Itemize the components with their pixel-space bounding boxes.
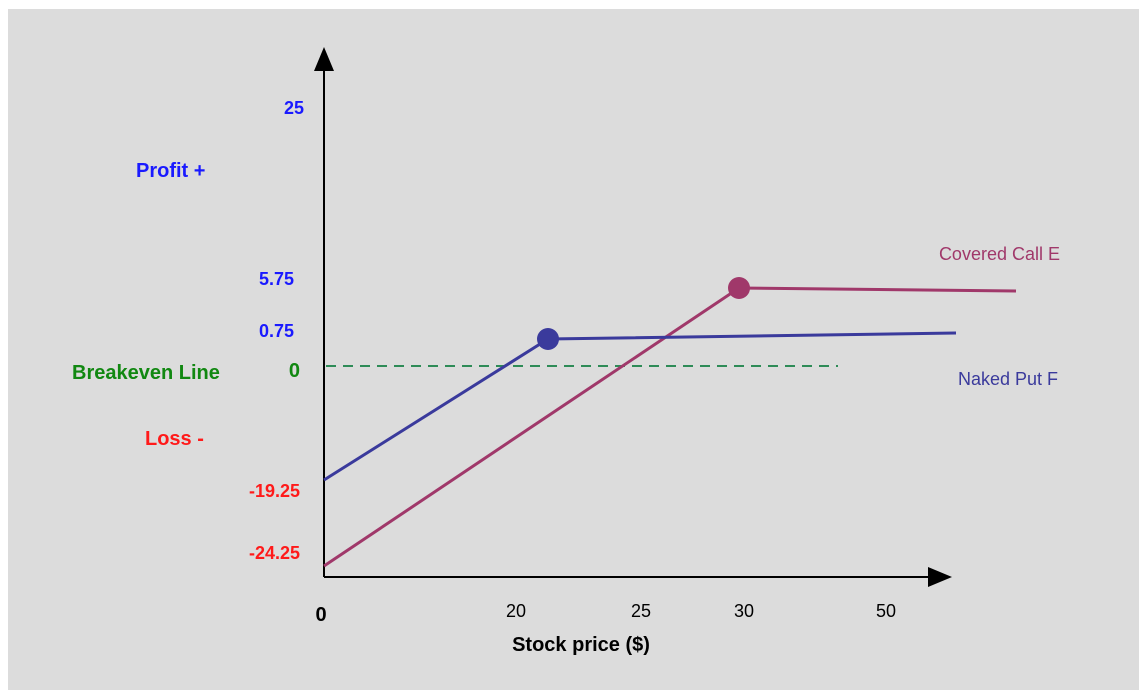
profit-annotation: Profit +: [136, 160, 205, 182]
breakeven-annotation: Breakeven Line: [72, 362, 220, 384]
x-tick-label: 30: [734, 601, 754, 621]
payoff-chart-svg: Covered Call E Naked Put F Profit + Brea…: [8, 9, 1139, 690]
x-tick-label: 20: [506, 601, 526, 621]
legend-covered-call-e: Covered Call E: [939, 244, 1060, 264]
axes: [314, 47, 952, 587]
marker-naked-put-f: [537, 328, 559, 350]
y-tick-label: 25: [284, 98, 304, 118]
x-axis-title: Stock price ($): [512, 634, 650, 656]
y-tick-label-zero: 0: [289, 360, 300, 382]
y-tick-label: 5.75: [259, 269, 294, 289]
y-tick-label: 0.75: [259, 321, 294, 341]
x-axis-arrow: [928, 567, 952, 587]
y-axis-arrow: [314, 47, 334, 71]
x-tick-label: 25: [631, 601, 651, 621]
legend-naked-put-f: Naked Put F: [958, 369, 1058, 389]
chart-background: [8, 9, 1139, 690]
y-tick-label: -19.25: [249, 481, 300, 501]
x-tick-label: 0: [315, 604, 326, 626]
payoff-chart: Covered Call E Naked Put F Profit + Brea…: [8, 9, 1139, 690]
y-tick-label: -24.25: [249, 543, 300, 563]
loss-annotation: Loss -: [145, 428, 204, 450]
marker-covered-call-e: [728, 277, 750, 299]
x-tick-label: 50: [876, 601, 896, 621]
